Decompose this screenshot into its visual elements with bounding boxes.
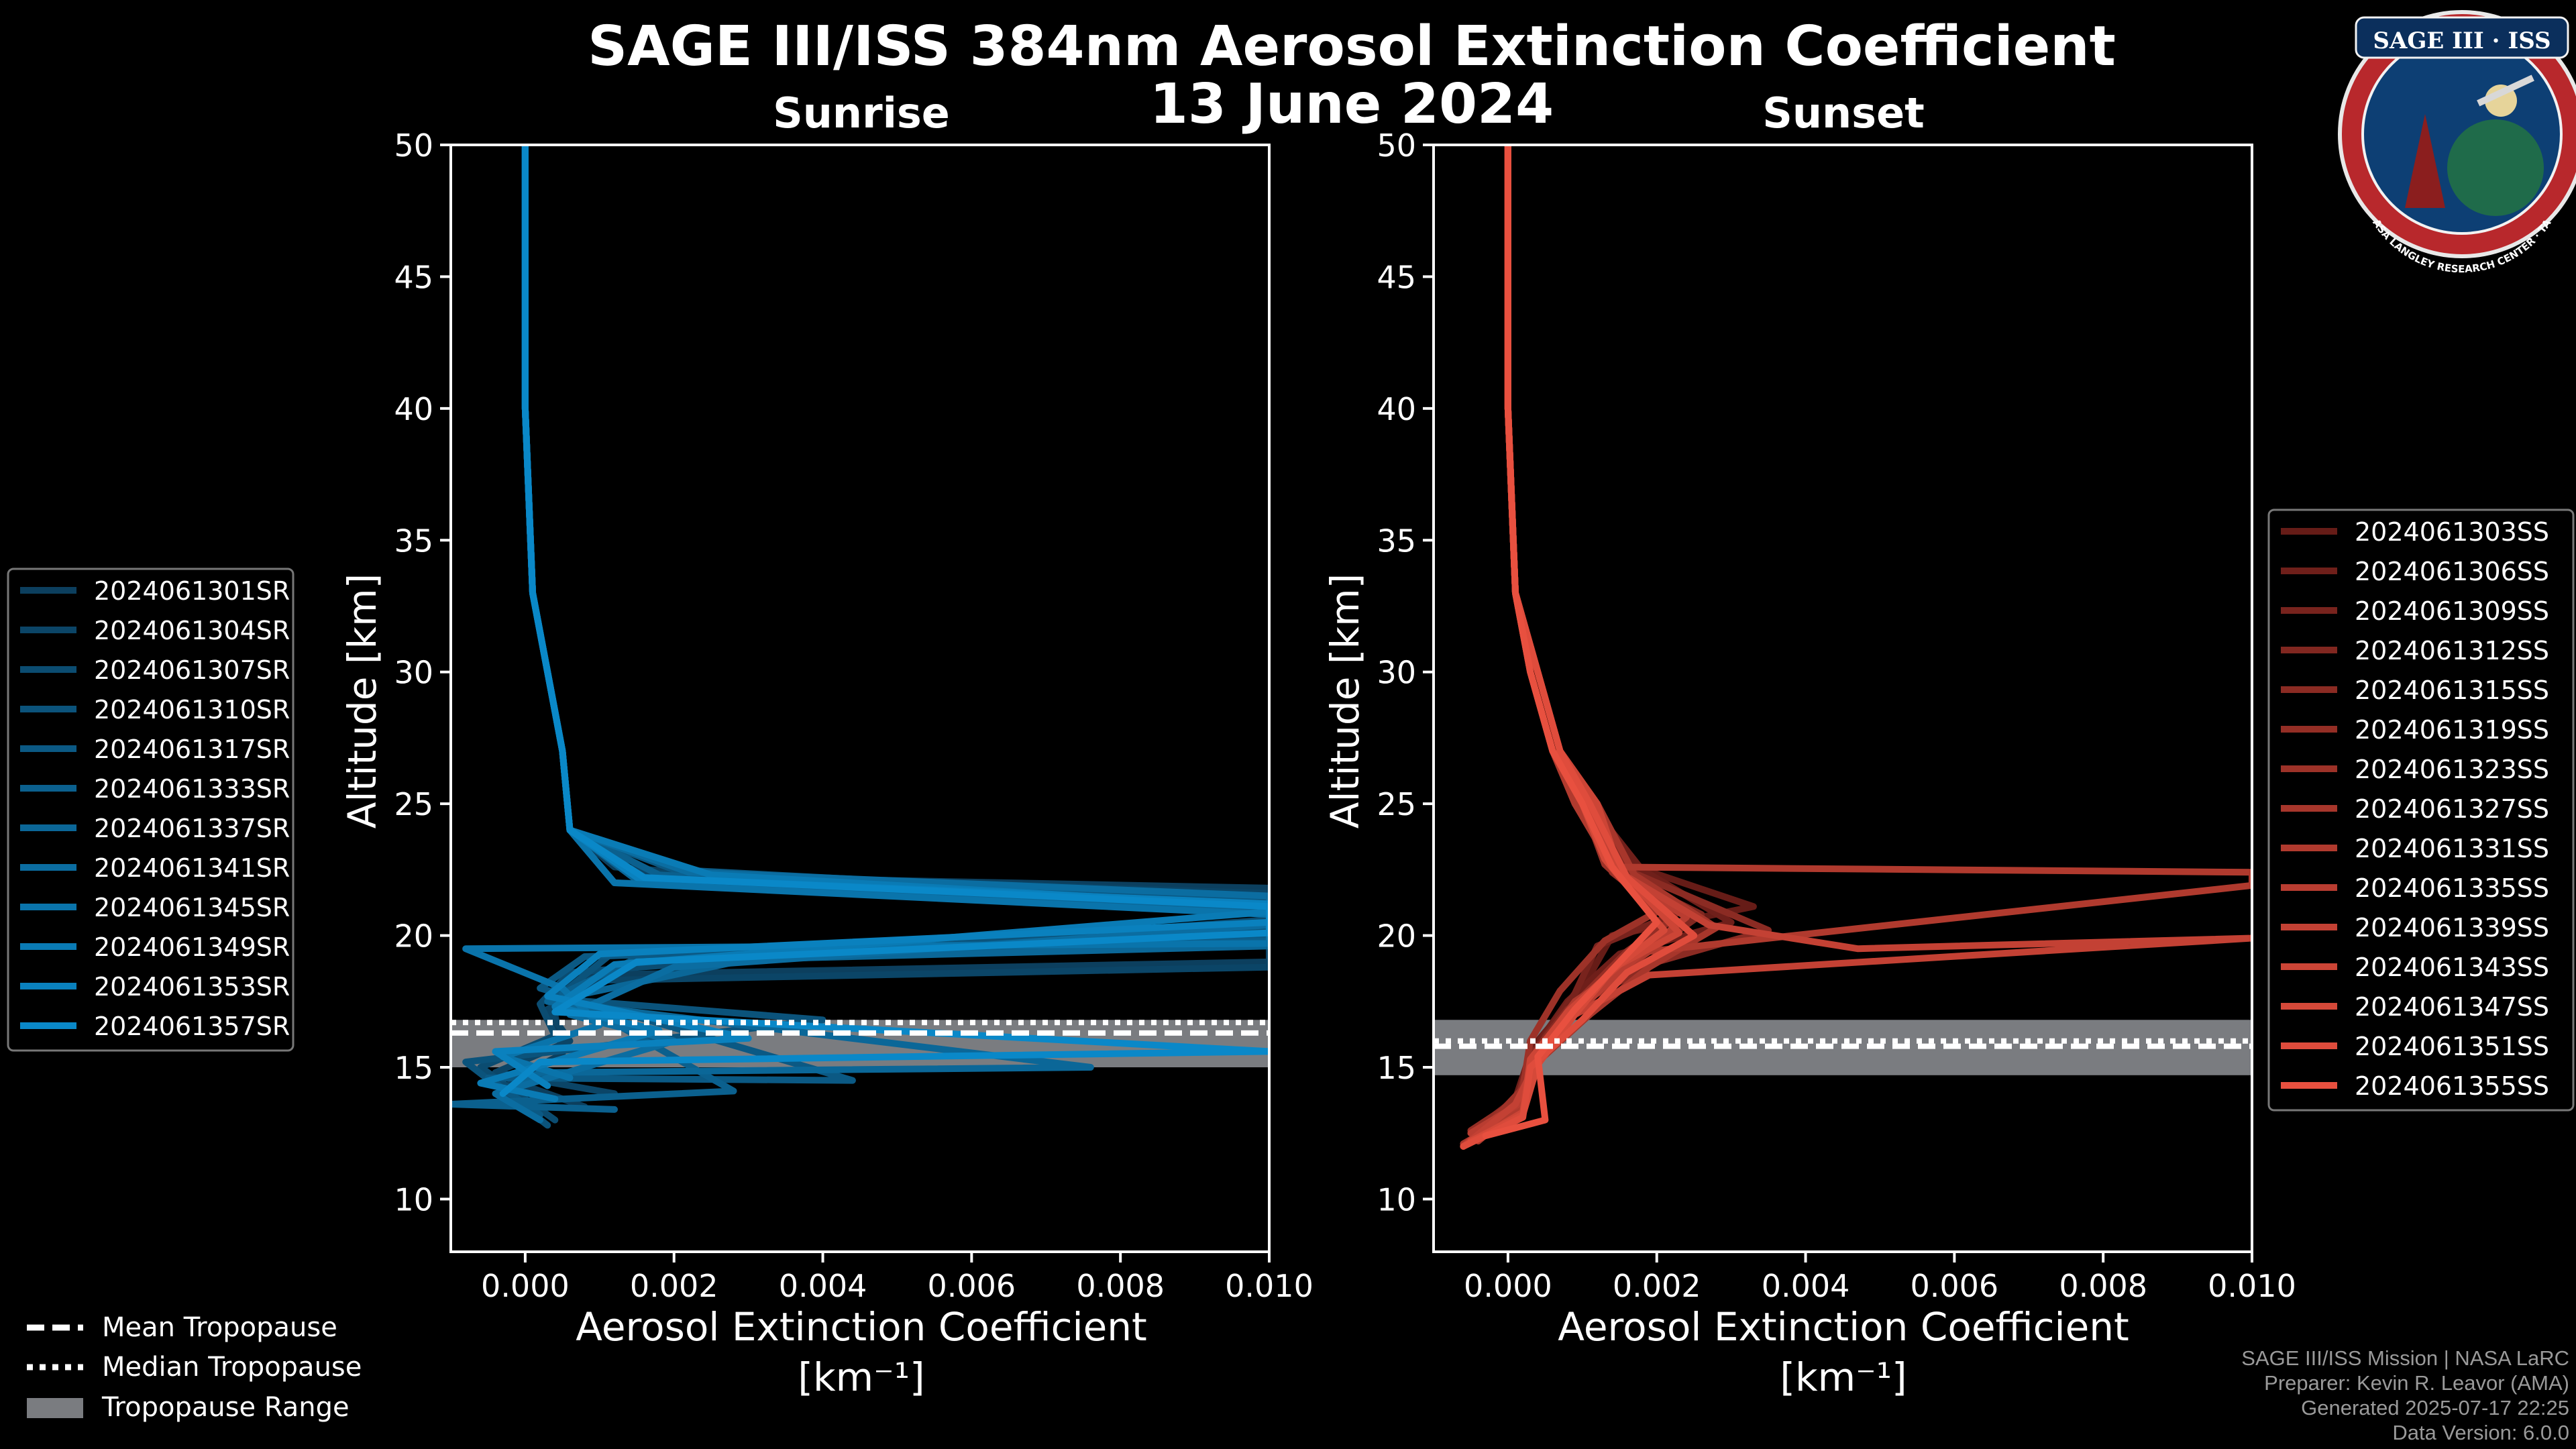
sunset-legend-entry: 2024061335SS [2355, 873, 2549, 903]
sunrise-y-tick-label: 30 [394, 655, 433, 691]
patch-banner [2355, 16, 2569, 59]
credit-preparer: Preparer: Kevin R. Leavor (AMA) [2264, 1371, 2569, 1395]
credit-version: Data Version: 6.0.0 [2392, 1421, 2569, 1444]
sunset-x-tick-label: 0.010 [2208, 1268, 2296, 1304]
sunset-y-tick-label: 15 [1377, 1050, 1416, 1086]
sunrise-legend-entry: 2024061317SR [94, 735, 290, 764]
credit-generated: Generated 2025-07-17 22:25 [2301, 1396, 2569, 1419]
sunset-y-tick-label: 45 [1377, 259, 1416, 295]
sunrise-legend: 2024061301SR 2024061304SR 2024061307SR 2024… [7, 568, 294, 1052]
sunrise-panel-title: Sunrise [773, 89, 950, 138]
sunrise-legend-entry: 2024061310SR [94, 695, 290, 724]
sunset-panel-title: Sunset [1762, 89, 1925, 138]
sunrise-y-tick-label: 15 [394, 1050, 433, 1086]
sunrise-legend-entry: 2024061357SR [94, 1012, 290, 1041]
sunset-x-tick-label: 0.002 [1613, 1268, 1701, 1304]
sunrise-x-tick-label: 0.010 [1225, 1268, 1313, 1304]
sunset-legend-entry: 2024061327SS [2355, 794, 2549, 824]
sunrise-panel: Sunrise 10 15 20 25 30 35 40 45 50 0.000 0.002 0.00… [339, 89, 1313, 1400]
sunrise-y-tick-label: 20 [394, 918, 433, 955]
patch-earth-icon [2447, 119, 2544, 216]
sunset-legend-entry: 2024061309SS [2355, 596, 2549, 626]
tropopause-range-label: Tropopause Range [101, 1392, 350, 1423]
sunrise-y-tick-label: 50 [394, 127, 433, 164]
sunset-x-axis-label: Aerosol Extinction Coefficient [1558, 1304, 2129, 1350]
sunrise-x-tick-label: 0.008 [1076, 1268, 1165, 1304]
sunset-y-tick-label: 30 [1377, 655, 1416, 691]
sunset-legend-entry: 2024061343SS [2355, 953, 2549, 982]
mean-tropopause-label: Mean Tropopause [102, 1312, 337, 1343]
sunset-legend-entry: 2024061315SS [2355, 676, 2549, 705]
sunrise-y-axis-label: Altitude [km] [339, 574, 385, 828]
sunrise-legend-frame [7, 568, 294, 1052]
sunset-y-tick-label: 25 [1377, 786, 1416, 822]
sunset-x-axis-units: [km⁻¹] [1780, 1354, 1907, 1400]
sunrise-x-axis-label: Aerosol Extinction Coefficient [576, 1304, 1147, 1350]
sunset-x-tick-label: 0.004 [1762, 1268, 1850, 1304]
sunset-y-tick-label: 40 [1377, 391, 1416, 427]
sunrise-legend-entry: 2024061304SR [94, 616, 290, 645]
sunrise-legend-entry: 2024061307SR [94, 655, 290, 685]
sunrise-legend-entry: 2024061301SR [94, 576, 290, 606]
median-tropopause-label: Median Tropopause [102, 1352, 362, 1383]
figure-title: SAGE III/ISS 384nm Aerosol Extinction Co… [588, 15, 2116, 78]
sunrise-y-tick-label: 25 [394, 786, 433, 822]
sunset-x-tick-label: 0.006 [1911, 1268, 1999, 1304]
tropopause-legend: Mean Tropopause Median Tropopause Tropop… [27, 1312, 362, 1423]
sunrise-y-tick-label: 35 [394, 523, 433, 559]
sunset-legend-entry: 2024061319SS [2355, 715, 2549, 745]
sunrise-legend-entry: 2024061353SR [94, 972, 290, 1002]
sunset-legend-frame [2267, 508, 2575, 1112]
sunset-legend-entry: 2024061331SS [2355, 834, 2549, 863]
sunset-x-tick-label: 0.008 [2059, 1268, 2147, 1304]
patch-station-icon [2477, 74, 2534, 107]
sunset-plot-frame [1432, 144, 2253, 1253]
sunset-y-tick-label: 35 [1377, 523, 1416, 559]
sunrise-series-line-2024061357SR [499, 145, 1269, 1097]
sunset-legend-entry: 2024061351SS [2355, 1032, 2549, 1061]
sunrise-legend-entry: 2024061341SR [94, 853, 290, 883]
sunset-y-tick-label: 20 [1377, 918, 1416, 955]
sunrise-plot-frame [449, 144, 1271, 1253]
sunset-legend-entry: 2024061323SS [2355, 755, 2549, 784]
sunset-y-tick-label: 50 [1377, 127, 1416, 164]
sunrise-y-tick-label: 40 [394, 391, 433, 427]
sunrise-legend-entry: 2024061345SR [94, 893, 290, 922]
sunset-legend-entry: 2024061303SS [2355, 517, 2549, 547]
sunrise-x-tick-label: 0.006 [928, 1268, 1016, 1304]
credit-mission: SAGE III/ISS Mission | NASA LaRC [2241, 1346, 2569, 1370]
sunset-y-axis-label: Altitude [km] [1322, 574, 1368, 828]
sunset-legend-entry: 2024061347SS [2355, 992, 2549, 1022]
sunrise-y-tick-label: 10 [394, 1181, 433, 1218]
sunset-legend-entry: 2024061306SS [2355, 557, 2549, 586]
sunset-x-tick-label: 0.000 [1464, 1268, 1552, 1304]
sunrise-x-tick-label: 0.004 [779, 1268, 867, 1304]
sunset-legend-entry: 2024061339SS [2355, 913, 2549, 943]
figure-subtitle: 13 June 2024 [1150, 72, 1554, 136]
sunrise-legend-entry: 2024061349SR [94, 932, 290, 962]
sunset-series-line-2024061355SS [1482, 145, 1660, 1140]
patch-figure-icon [2405, 114, 2445, 208]
patch-banner-text: SAGE III · ISS [2373, 28, 2551, 54]
sunrise-y-tick-label: 45 [394, 259, 433, 295]
sunset-legend: 2024061303SS 2024061306SS 2024061309SS 2024… [2267, 508, 2575, 1112]
sunrise-legend-entry: 2024061333SR [94, 774, 290, 804]
sunrise-x-axis-units: [km⁻¹] [798, 1354, 924, 1400]
sunset-y-tick-label: 10 [1377, 1181, 1416, 1218]
sunset-legend-entry: 2024061355SS [2355, 1071, 2549, 1101]
sunset-legend-entry: 2024061312SS [2355, 636, 2549, 665]
sunrise-x-tick-label: 0.000 [481, 1268, 570, 1304]
tropopause-range-swatch [27, 1398, 83, 1418]
credits: SAGE III/ISS Mission | NASA LaRC Prepare… [2241, 1346, 2569, 1445]
sunset-panel: Sunset 10 15 20 25 30 35 40 45 50 0.000 0.002 0.004… [1322, 89, 2296, 1400]
sunrise-legend-entry: 2024061337SR [94, 814, 290, 843]
sunrise-x-tick-label: 0.002 [630, 1268, 718, 1304]
